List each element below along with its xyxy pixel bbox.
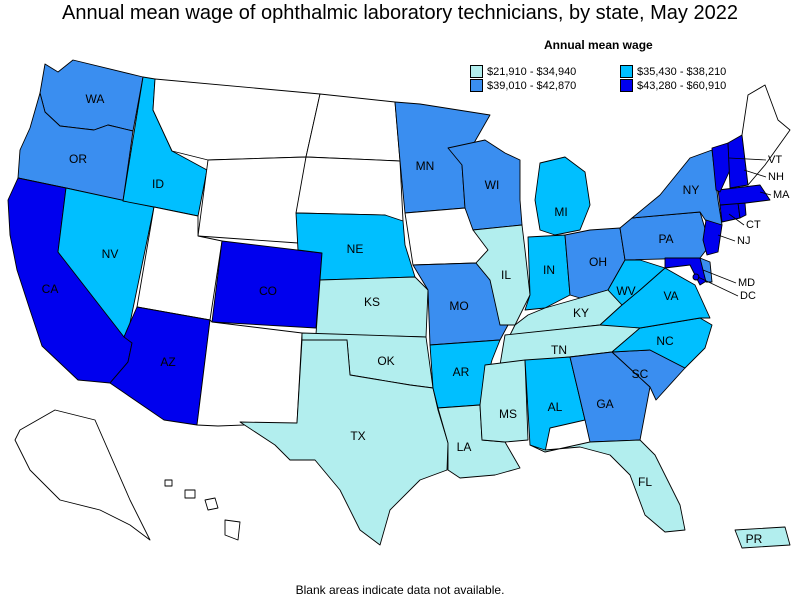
state-mi: [534, 156, 591, 236]
state-label-nc: NC: [656, 334, 674, 348]
legend-swatch-range-4: [620, 79, 633, 92]
state-label-az: AZ: [160, 355, 175, 369]
state-label-ms: MS: [499, 407, 517, 421]
state-label-la: LA: [457, 440, 472, 454]
legend-label-range-3: $39,010 - $42,870: [487, 79, 577, 92]
state-label-wi: WI: [485, 178, 500, 192]
state-wi: [447, 139, 523, 231]
leader-line-nj: [717, 234, 736, 242]
state-fl: [529, 439, 686, 533]
state-dc: [692, 273, 700, 281]
state-ma: [717, 184, 771, 206]
leader-line-md: [702, 269, 737, 284]
state-label-tx: TX: [350, 429, 365, 443]
state-wy: [197, 156, 307, 244]
state-nj: [702, 219, 723, 256]
leader-line-ma: [759, 191, 772, 196]
state-label-or: OR: [69, 152, 87, 166]
state-label-vt: VT: [768, 154, 782, 166]
state-label-va: VA: [663, 289, 678, 303]
state-ms: [479, 359, 529, 443]
state-label-ne: NE: [347, 242, 364, 256]
state-label-mn: MN: [416, 159, 435, 173]
legend-label-range-1: $21,910 - $34,940: [487, 65, 577, 78]
legend-label-range-4: $43,280 - $60,910: [637, 79, 727, 92]
legend-item-range-3: $39,010 - $42,870: [470, 79, 620, 92]
state-hi: [164, 479, 241, 541]
state-label-ks: KS: [364, 295, 380, 309]
map-title: Annual mean wage of ophthalmic laborator…: [62, 2, 738, 24]
state-ks: [315, 276, 429, 338]
state-label-ga: GA: [596, 397, 613, 411]
state-label-dc: DC: [740, 290, 756, 302]
state-label-mi: MI: [554, 205, 567, 219]
state-nd: [305, 93, 401, 162]
state-vt: [711, 142, 731, 193]
state-label-nj: NJ: [737, 235, 750, 247]
leader-line-dc: [697, 276, 739, 297]
footnote: Blank areas indicate data not available.: [295, 583, 505, 597]
state-label-ma: MA: [773, 189, 790, 201]
state-label-in: IN: [543, 263, 555, 277]
legend-swatch-range-3: [470, 79, 483, 92]
state-label-al: AL: [548, 400, 563, 414]
state-label-id: ID: [152, 177, 164, 191]
state-nm: [196, 319, 303, 427]
legend-item-range-2: $35,430 - $38,210: [620, 65, 770, 78]
legend-swatch-range-2: [620, 65, 633, 78]
state-label-md: MD: [738, 277, 755, 289]
state-me: [741, 84, 791, 186]
state-label-il: IL: [501, 268, 511, 282]
state-label-wa: WA: [86, 92, 105, 106]
state-label-ar: AR: [453, 365, 470, 379]
state-label-fl: FL: [638, 475, 652, 489]
state-label-nh: NH: [768, 171, 784, 183]
legend-item-range-4: $43,280 - $60,910: [620, 79, 770, 92]
state-label-tn: TN: [551, 343, 567, 357]
state-il: [472, 224, 531, 326]
state-label-ky: KY: [573, 306, 589, 320]
state-label-sc: SC: [632, 367, 649, 381]
leader-line-ct: [728, 213, 745, 226]
state-label-pa: PA: [658, 232, 673, 246]
state-label-ca: CA: [42, 282, 59, 296]
state-ak: [14, 409, 151, 541]
state-label-mo: MO: [449, 299, 468, 313]
leader-line-vt: [728, 157, 767, 161]
state-or: [17, 92, 134, 202]
state-label-ny: NY: [683, 183, 700, 197]
leader-line-nh: [743, 169, 767, 178]
state-de: [699, 257, 713, 283]
state-ct: [719, 202, 741, 223]
state-label-co: CO: [259, 284, 277, 298]
state-label-ct: CT: [746, 219, 761, 231]
state-ny: [631, 149, 723, 231]
legend: Annual mean wage $21,910 - $34,940 $35,4…: [470, 38, 790, 92]
state-label-wv: WV: [616, 284, 635, 298]
legend-swatch-range-1: [470, 65, 483, 78]
state-mt: [152, 78, 321, 161]
state-label-pr: PR: [746, 532, 763, 546]
legend-title: Annual mean wage: [544, 38, 653, 52]
state-pr: [734, 526, 791, 549]
state-sd: [295, 156, 404, 223]
legend-label-range-2: $35,430 - $38,210: [637, 65, 727, 78]
state-label-ok: OK: [377, 354, 394, 368]
state-tx: [239, 339, 449, 546]
legend-item-range-1: $21,910 - $34,940: [470, 65, 620, 78]
state-label-nv: NV: [102, 247, 119, 261]
state-label-oh: OH: [589, 255, 607, 269]
